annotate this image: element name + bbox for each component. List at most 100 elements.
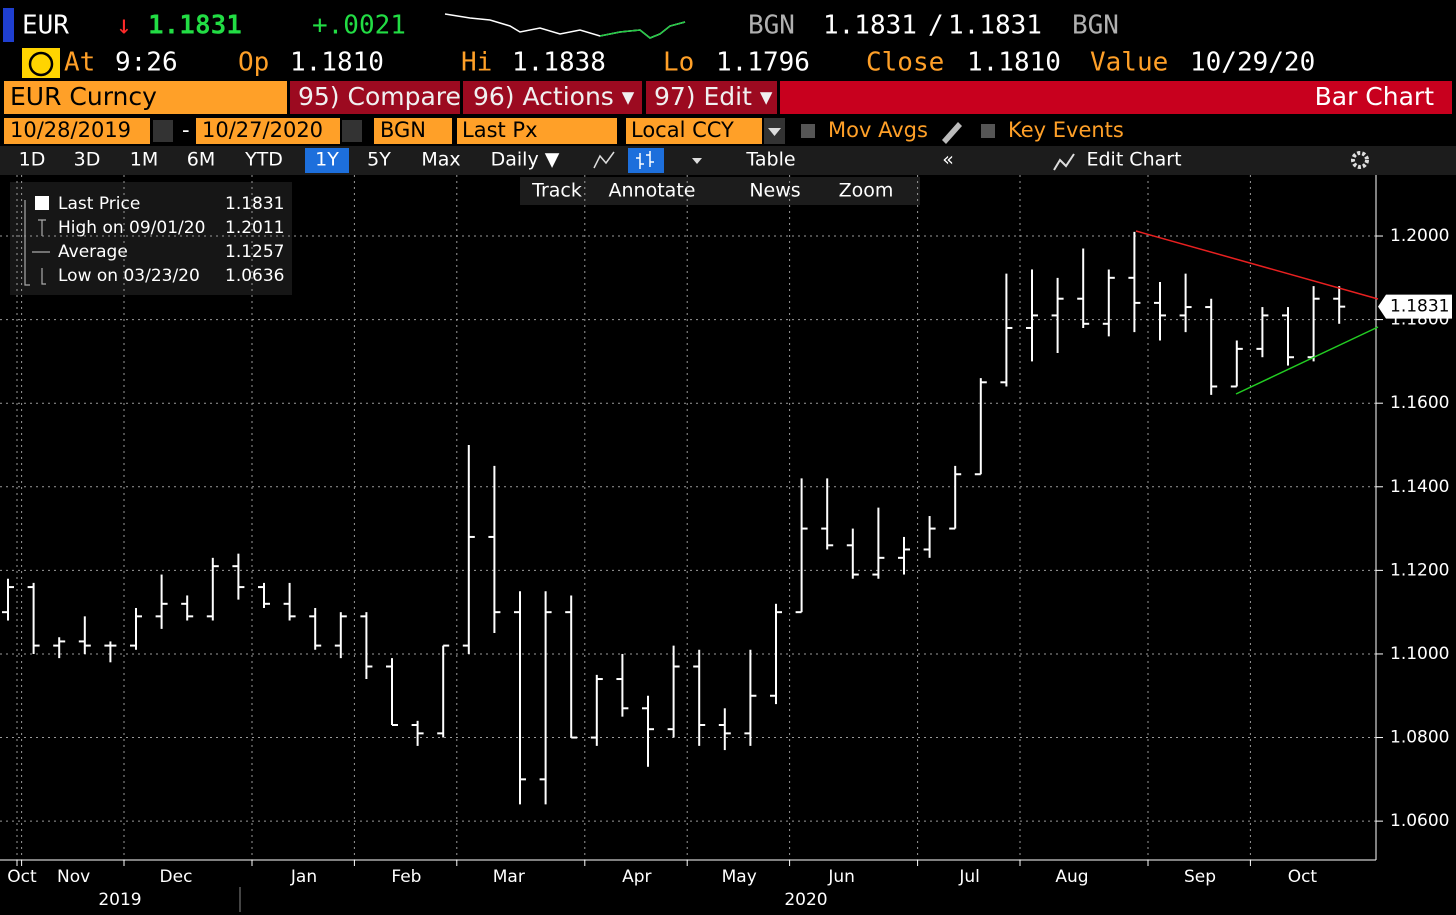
bid: 1.1831	[823, 11, 917, 41]
legend-value: 1.1831	[225, 194, 284, 214]
period-button[interactable]: 3D	[74, 149, 101, 171]
dropdown-arrow[interactable]	[692, 158, 702, 164]
period-button[interactable]: 1Y	[315, 149, 339, 171]
x-tick-label: Nov	[57, 867, 90, 887]
last-price-label: 1.1831	[1390, 297, 1449, 317]
edit-chart[interactable]: Edit Chart	[1086, 149, 1181, 171]
x-tick-label: Aug	[1055, 867, 1088, 887]
actions-button[interactable]	[463, 81, 642, 114]
period-button[interactable]: YTD	[244, 149, 283, 171]
low-label: Lo	[663, 48, 694, 78]
frequency[interactable]: Daily ▼	[491, 149, 560, 171]
legend-label: High on 09/01/20	[58, 218, 205, 238]
speed-icon-dial	[28, 51, 54, 77]
actions: 96) Actions ▾	[473, 82, 635, 111]
down-arrow: ↓	[116, 11, 132, 41]
checkbox[interactable]	[981, 124, 995, 138]
source: BGN	[748, 11, 795, 41]
separator: /	[928, 11, 944, 41]
chart-tools	[520, 177, 920, 205]
close: 1.1810	[967, 48, 1061, 78]
collapse[interactable]: «	[942, 149, 954, 171]
security-field[interactable]	[4, 81, 287, 114]
period-button[interactable]: 1M	[130, 149, 158, 171]
legend-swatch	[35, 196, 49, 210]
y-tick-label: 1.0600	[1390, 811, 1449, 831]
last-price-box	[1378, 294, 1452, 319]
line-icon[interactable]	[593, 151, 615, 169]
y-tick-label: 1.1400	[1390, 477, 1449, 497]
start-date-field[interactable]	[4, 118, 150, 144]
close-label: Close	[866, 48, 944, 78]
bar-icon	[636, 151, 654, 169]
calendar-icon[interactable]	[153, 120, 173, 142]
x-tick-label: May	[722, 867, 757, 887]
chart: 1.0600 1.0800 1.1000 1.1200 1.1400 1.1600 1.18…	[0, 175, 1449, 887]
end-date-field[interactable]	[196, 118, 340, 144]
period-button[interactable]: 6M	[187, 149, 215, 171]
time: 9:26	[115, 48, 178, 78]
tool-button[interactable]: News	[749, 180, 800, 202]
x-tick-label: Oct	[7, 867, 37, 887]
value-date: 10/29/20	[1190, 48, 1315, 78]
legend-box	[10, 182, 292, 295]
legend: Last Price 1.1831 High on 09/01/20 1.2011 Av…	[58, 194, 284, 286]
year-label: 2019	[98, 890, 141, 910]
at-label: At	[64, 48, 95, 78]
security: EUR Curncy	[10, 82, 157, 111]
legend-value: 1.1257	[225, 242, 284, 262]
table[interactable]: Table	[745, 149, 795, 171]
checkbox[interactable]	[801, 124, 815, 138]
source-field[interactable]	[374, 118, 452, 144]
open: 1.1810	[290, 48, 384, 78]
high-label: Hi	[461, 48, 492, 78]
key-events: Key Events	[1008, 118, 1124, 142]
x-tick-label: Dec	[160, 867, 193, 887]
field-field[interactable]	[457, 118, 617, 144]
period-button[interactable]: 1D	[19, 149, 46, 171]
period-button[interactable]: Max	[421, 149, 460, 171]
bar-icon-selected[interactable]	[628, 148, 664, 173]
currency: Local CCY	[631, 118, 734, 142]
period-selected	[305, 148, 349, 173]
ask: 1.1831	[948, 11, 1042, 41]
legend-label: Average	[58, 242, 128, 262]
settings-gear[interactable]	[1351, 151, 1369, 169]
dropdown-arrow	[768, 128, 781, 136]
value-label: Value	[1090, 48, 1168, 78]
toolbar	[0, 146, 1456, 175]
y-tick-label: 1.1200	[1390, 560, 1449, 580]
compare-button[interactable]	[290, 81, 460, 114]
price: 1.1831	[148, 11, 242, 41]
support-line	[1235, 326, 1379, 395]
legend-value: 1.0636	[225, 266, 284, 286]
currency-field[interactable]	[626, 118, 762, 144]
pencil-icon[interactable]	[942, 122, 962, 144]
dash: -	[182, 118, 190, 142]
title-bar	[780, 81, 1452, 114]
tool-button[interactable]: Annotate	[609, 180, 696, 202]
field: Last Px	[462, 118, 538, 142]
period-button[interactable]: 5Y	[367, 149, 391, 171]
end-date: 10/27/2020	[202, 118, 323, 142]
x-tick-label: Apr	[622, 867, 651, 887]
y-tick-label: 1.0800	[1390, 728, 1449, 748]
compare: 95) Compare	[298, 82, 461, 111]
view-title: Bar Chart	[1315, 82, 1435, 111]
change: +.0021	[312, 11, 406, 41]
tool-button[interactable]: Zoom	[839, 180, 894, 202]
tools: Track Annotate News Zoom	[531, 180, 893, 202]
edit-chart-icon	[1053, 153, 1075, 171]
y-tick-label: 1.2000	[1390, 226, 1449, 246]
x-tick-label: Oct	[1288, 867, 1318, 887]
tool-button[interactable]: Track	[531, 180, 582, 202]
y-tick-label: 1.1000	[1390, 644, 1449, 664]
calendar-icon[interactable]	[342, 120, 362, 142]
x-tick-label: Jul	[958, 867, 980, 887]
edit-button[interactable]	[646, 81, 777, 114]
x-tick-label: Feb	[391, 867, 421, 887]
x-tick-label: Mar	[493, 867, 525, 887]
high: 1.1838	[512, 48, 606, 78]
x-tick-label: Jan	[290, 867, 317, 887]
